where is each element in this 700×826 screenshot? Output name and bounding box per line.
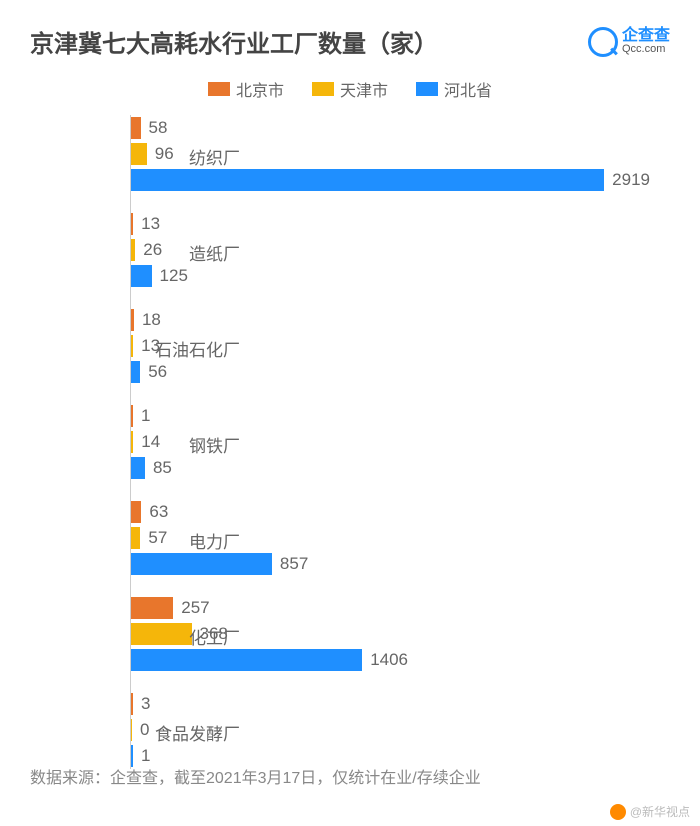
bar-group: 造纸厂1326125 (130, 211, 650, 289)
bar-value-label: 85 (153, 458, 172, 478)
legend-label: 河北省 (444, 77, 492, 101)
bar-group: 食品发酵厂301 (130, 691, 650, 769)
watermark-text: @新华视点 (630, 803, 690, 820)
data-source-footer: 数据来源：企查查，截至2021年3月17日，仅统计在业/存续企业 (30, 764, 481, 788)
bar-row: 56 (131, 359, 650, 385)
bar (131, 553, 272, 575)
bar-value-label: 857 (280, 554, 308, 574)
bar-value-label: 257 (181, 598, 209, 618)
bar-row: 18 (131, 307, 650, 333)
legend-item: 北京市 (208, 77, 284, 101)
bar (131, 693, 133, 715)
legend-label: 天津市 (340, 77, 388, 101)
bar (131, 649, 362, 671)
category-label: 电力厂 (130, 528, 240, 553)
weibo-icon (610, 804, 626, 820)
bar-value-label: 56 (148, 362, 167, 382)
bar-value-label: 125 (160, 266, 188, 286)
bar-row: 85 (131, 455, 650, 481)
bar-row: 1406 (131, 647, 650, 673)
bar-row: 1 (131, 403, 650, 429)
chart-title: 京津冀七大高耗水行业工厂数量（家） (30, 24, 438, 59)
legend-swatch (208, 82, 230, 96)
bar-value-label: 58 (149, 118, 168, 138)
bar (131, 457, 145, 479)
category-label: 食品发酵厂 (130, 720, 240, 745)
bar (131, 265, 152, 287)
bar (131, 501, 141, 523)
brand-text: 企查查 Qcc.com (622, 28, 670, 55)
bar (131, 169, 604, 191)
category-label: 纺织厂 (130, 144, 240, 169)
bar-value-label: 1 (141, 406, 150, 426)
bar-row: 63 (131, 499, 650, 525)
bar-group: 化工厂2573681406 (130, 595, 650, 673)
category-label: 钢铁厂 (130, 432, 240, 457)
brand-logo: 企查查 Qcc.com (588, 27, 670, 57)
bar-row: 857 (131, 551, 650, 577)
bar-value-label: 13 (141, 214, 160, 234)
bar-row: 2919 (131, 167, 650, 193)
bar-row: 58 (131, 115, 650, 141)
bar-value-label: 2919 (612, 170, 650, 190)
bar-row: 125 (131, 263, 650, 289)
bar (131, 361, 140, 383)
category-label: 造纸厂 (130, 240, 240, 265)
category-label: 石油石化厂 (130, 336, 240, 361)
bar-value-label: 1406 (370, 650, 408, 670)
bar-value-label: 3 (141, 694, 150, 714)
legend-label: 北京市 (236, 77, 284, 101)
bar-row: 3 (131, 691, 650, 717)
bar (131, 309, 134, 331)
bar-row: 257 (131, 595, 650, 621)
bar-group: 纺织厂58962919 (130, 115, 650, 193)
bar-group: 钢铁厂11485 (130, 403, 650, 481)
bar-value-label: 1 (141, 746, 150, 766)
bar-row: 13 (131, 211, 650, 237)
bar (131, 213, 133, 235)
watermark: @新华视点 (610, 803, 690, 820)
bar-value-label: 63 (149, 502, 168, 522)
category-label: 化工厂 (130, 624, 240, 649)
legend-item: 河北省 (416, 77, 492, 101)
bar-group: 石油石化厂181356 (130, 307, 650, 385)
chart-legend: 北京市 天津市 河北省 (10, 67, 690, 115)
magnifier-icon (588, 27, 618, 57)
legend-swatch (312, 82, 334, 96)
bar-value-label: 18 (142, 310, 161, 330)
legend-swatch (416, 82, 438, 96)
bar (131, 405, 133, 427)
bar (131, 117, 141, 139)
bar-chart: 纺织厂58962919造纸厂1326125石油石化厂181356钢铁厂11485… (10, 115, 690, 769)
chart-header: 京津冀七大高耗水行业工厂数量（家） 企查查 Qcc.com (10, 24, 690, 67)
bar (131, 597, 173, 619)
bar-group: 电力厂6357857 (130, 499, 650, 577)
legend-item: 天津市 (312, 77, 388, 101)
